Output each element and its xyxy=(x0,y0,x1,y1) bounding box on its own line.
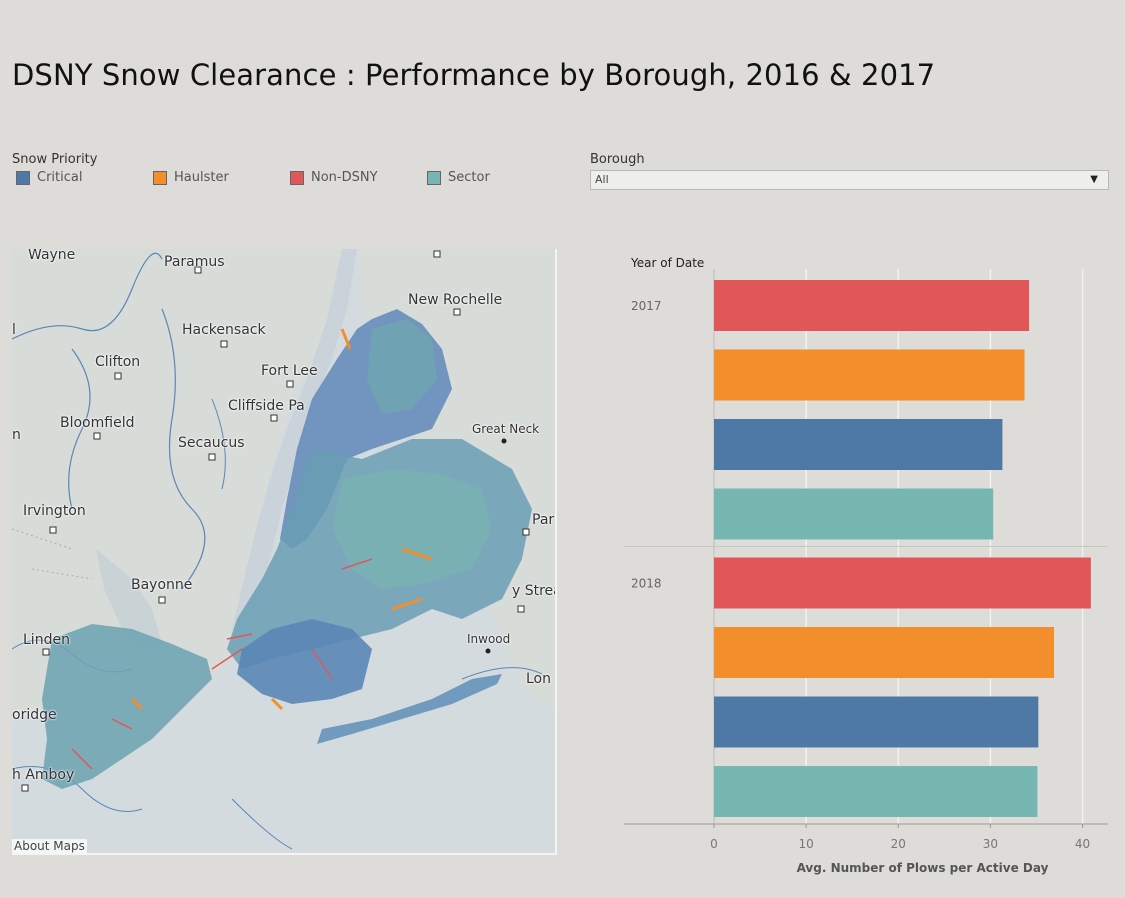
snow-route-map[interactable]: Wayne Paramus New Rochelle Hackensack Cl… xyxy=(12,249,557,855)
map-label-valley-stream: y Strea xyxy=(512,583,557,599)
map-label-cliffside-park: Cliffside Pa xyxy=(228,398,305,414)
map-label-par: Par xyxy=(532,512,555,528)
chart-svg: 2017 2018 0 10 20 30 40 Avg. Number of Plows pe… xyxy=(624,269,1108,875)
legend-swatch-sector xyxy=(427,170,441,185)
map-label-bloomfield: Bloomfield xyxy=(60,415,135,431)
legend-swatch-haulster xyxy=(153,170,167,185)
snow-priority-legend: Snow Priority Critical Haulster Non-DSNY… xyxy=(12,152,572,188)
bar-haulster xyxy=(714,627,1055,678)
borough-filter: Borough All ▼ xyxy=(590,152,1109,190)
x-axis-title: Avg. Number of Plows per Active Day xyxy=(797,861,1049,875)
bar-non-dsny xyxy=(714,557,1091,609)
legend-label-non-dsny: Non-DSNY xyxy=(311,170,378,185)
map-label-irvington: Irvington xyxy=(23,503,86,519)
borough-filter-label: Borough xyxy=(590,152,645,167)
map-label-bayonne: Bayonne xyxy=(131,577,193,593)
x-tick-label: 20 xyxy=(891,837,906,851)
borough-select-value: All xyxy=(595,173,609,186)
map-label-fort-lee: Fort Lee xyxy=(261,363,318,379)
bar-sector xyxy=(714,488,994,540)
map-label-partial-n: n xyxy=(12,427,21,443)
map-label-partial-l: l xyxy=(12,322,16,338)
bar-critical xyxy=(714,419,1003,470)
legend-item-haulster[interactable]: Haulster xyxy=(153,170,229,185)
map-label-hackensack: Hackensack xyxy=(182,322,266,338)
x-tick-label: 40 xyxy=(1075,837,1090,851)
bar-critical xyxy=(714,696,1039,748)
map-label-new-rochelle: New Rochelle xyxy=(408,292,503,308)
year-of-date-header: Year of Date xyxy=(631,256,705,270)
bar-sector xyxy=(714,766,1038,817)
map-label-inwood: Inwood xyxy=(467,632,511,646)
map-label-clifton: Clifton xyxy=(95,354,141,370)
legend-title: Snow Priority xyxy=(12,152,98,167)
map-label-linden: Linden xyxy=(23,632,70,648)
legend-swatch-non-dsny xyxy=(290,170,304,185)
legend-item-critical[interactable]: Critical xyxy=(16,170,82,185)
bar-non-dsny xyxy=(714,280,1030,331)
map-label-wayne: Wayne xyxy=(28,249,76,263)
page-title: DSNY Snow Clearance : Performance by Bor… xyxy=(12,58,936,92)
borough-select[interactable]: All ▼ xyxy=(590,170,1109,190)
legend-label-sector: Sector xyxy=(448,170,490,185)
x-tick-label: 30 xyxy=(983,837,998,851)
map-label-perth-amboy: h Amboy xyxy=(12,767,75,783)
legend-label-haulster: Haulster xyxy=(174,170,229,185)
year-label: 2017 xyxy=(631,299,662,313)
x-tick-label: 0 xyxy=(710,837,718,851)
legend-item-non-dsny[interactable]: Non-DSNY xyxy=(290,170,378,185)
map-label-great-neck: Great Neck xyxy=(472,422,540,436)
map-label-paramus: Paramus xyxy=(164,254,225,270)
legend-swatch-critical xyxy=(16,170,30,185)
legend-label-critical: Critical xyxy=(37,170,83,185)
x-tick-label: 10 xyxy=(799,837,814,851)
legend-item-sector[interactable]: Sector xyxy=(427,170,490,185)
plows-bar-chart: Year of Date 2017 2018 0 10 20 30 40 Avg. Numbe… xyxy=(624,249,1112,889)
about-maps-link[interactable]: About Maps xyxy=(12,839,87,853)
map-label-woodbridge: oridge xyxy=(12,707,57,723)
chevron-down-icon[interactable]: ▼ xyxy=(1090,174,1098,185)
map-label-long-beach: Lon xyxy=(526,671,551,687)
bar-haulster xyxy=(714,349,1025,401)
map-base-svg xyxy=(12,249,555,850)
year-label: 2018 xyxy=(631,577,662,591)
map-label-secaucus: Secaucus xyxy=(178,435,245,451)
